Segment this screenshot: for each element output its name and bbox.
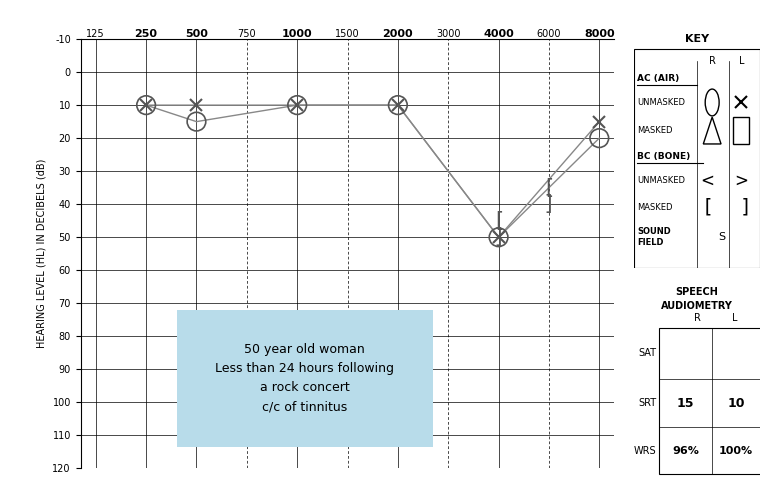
Text: UNMASKED: UNMASKED: [637, 176, 685, 185]
Y-axis label: HEARING LEVEL (HL) IN DECIBELS (dB): HEARING LEVEL (HL) IN DECIBELS (dB): [37, 159, 47, 348]
Text: 750: 750: [237, 29, 256, 39]
Text: ]: ]: [492, 227, 505, 247]
Text: 3000: 3000: [436, 29, 461, 39]
Point: [291, 101, 303, 109]
Text: [: [: [492, 211, 505, 231]
Text: SPEECH: SPEECH: [676, 287, 718, 297]
Text: L: L: [739, 56, 744, 66]
Text: 96%: 96%: [672, 446, 699, 456]
Text: BC (BONE): BC (BONE): [637, 152, 690, 161]
Text: SRT: SRT: [638, 398, 657, 408]
Text: R: R: [694, 313, 700, 323]
Text: SAT: SAT: [638, 348, 657, 358]
Text: SOUND
FIELD: SOUND FIELD: [637, 226, 671, 247]
Text: ]: ]: [543, 194, 555, 214]
Bar: [733, 117, 749, 144]
Text: >: >: [734, 172, 748, 189]
FancyBboxPatch shape: [177, 309, 433, 447]
Text: <: <: [700, 172, 714, 189]
Text: [: [: [701, 198, 713, 217]
Text: 8000: 8000: [584, 29, 614, 39]
Text: 15: 15: [677, 397, 694, 409]
Text: 10: 10: [727, 397, 745, 409]
Text: [: [: [543, 178, 555, 198]
Text: 125: 125: [87, 29, 105, 39]
Text: L: L: [732, 313, 738, 323]
Point: [140, 101, 152, 109]
Point: [190, 118, 203, 125]
Point: [392, 101, 404, 109]
Text: 4000: 4000: [483, 29, 514, 39]
Text: 50 year old woman
Less than 24 hours following
a rock concert
c/c of tinnitus: 50 year old woman Less than 24 hours fol…: [215, 343, 394, 413]
Text: S: S: [719, 232, 726, 242]
Text: R: R: [709, 56, 716, 66]
Text: 500: 500: [185, 29, 208, 39]
Text: 1000: 1000: [282, 29, 313, 39]
Text: WRS: WRS: [634, 446, 657, 456]
Text: 250: 250: [134, 29, 157, 39]
Text: KEY: KEY: [685, 34, 709, 44]
Text: AC (AIR): AC (AIR): [637, 74, 680, 82]
Text: MASKED: MASKED: [637, 203, 673, 212]
Text: ]: ]: [740, 198, 751, 217]
Bar: [659, 328, 763, 474]
Text: 1500: 1500: [335, 29, 360, 39]
Point: [492, 233, 505, 241]
Text: 2000: 2000: [382, 29, 413, 39]
Text: MASKED: MASKED: [637, 126, 673, 135]
Text: UNMASKED: UNMASKED: [637, 98, 685, 107]
Text: 100%: 100%: [719, 446, 753, 456]
Point: [593, 134, 605, 142]
Text: AUDIOMETRY: AUDIOMETRY: [661, 301, 733, 310]
Text: 6000: 6000: [537, 29, 561, 39]
